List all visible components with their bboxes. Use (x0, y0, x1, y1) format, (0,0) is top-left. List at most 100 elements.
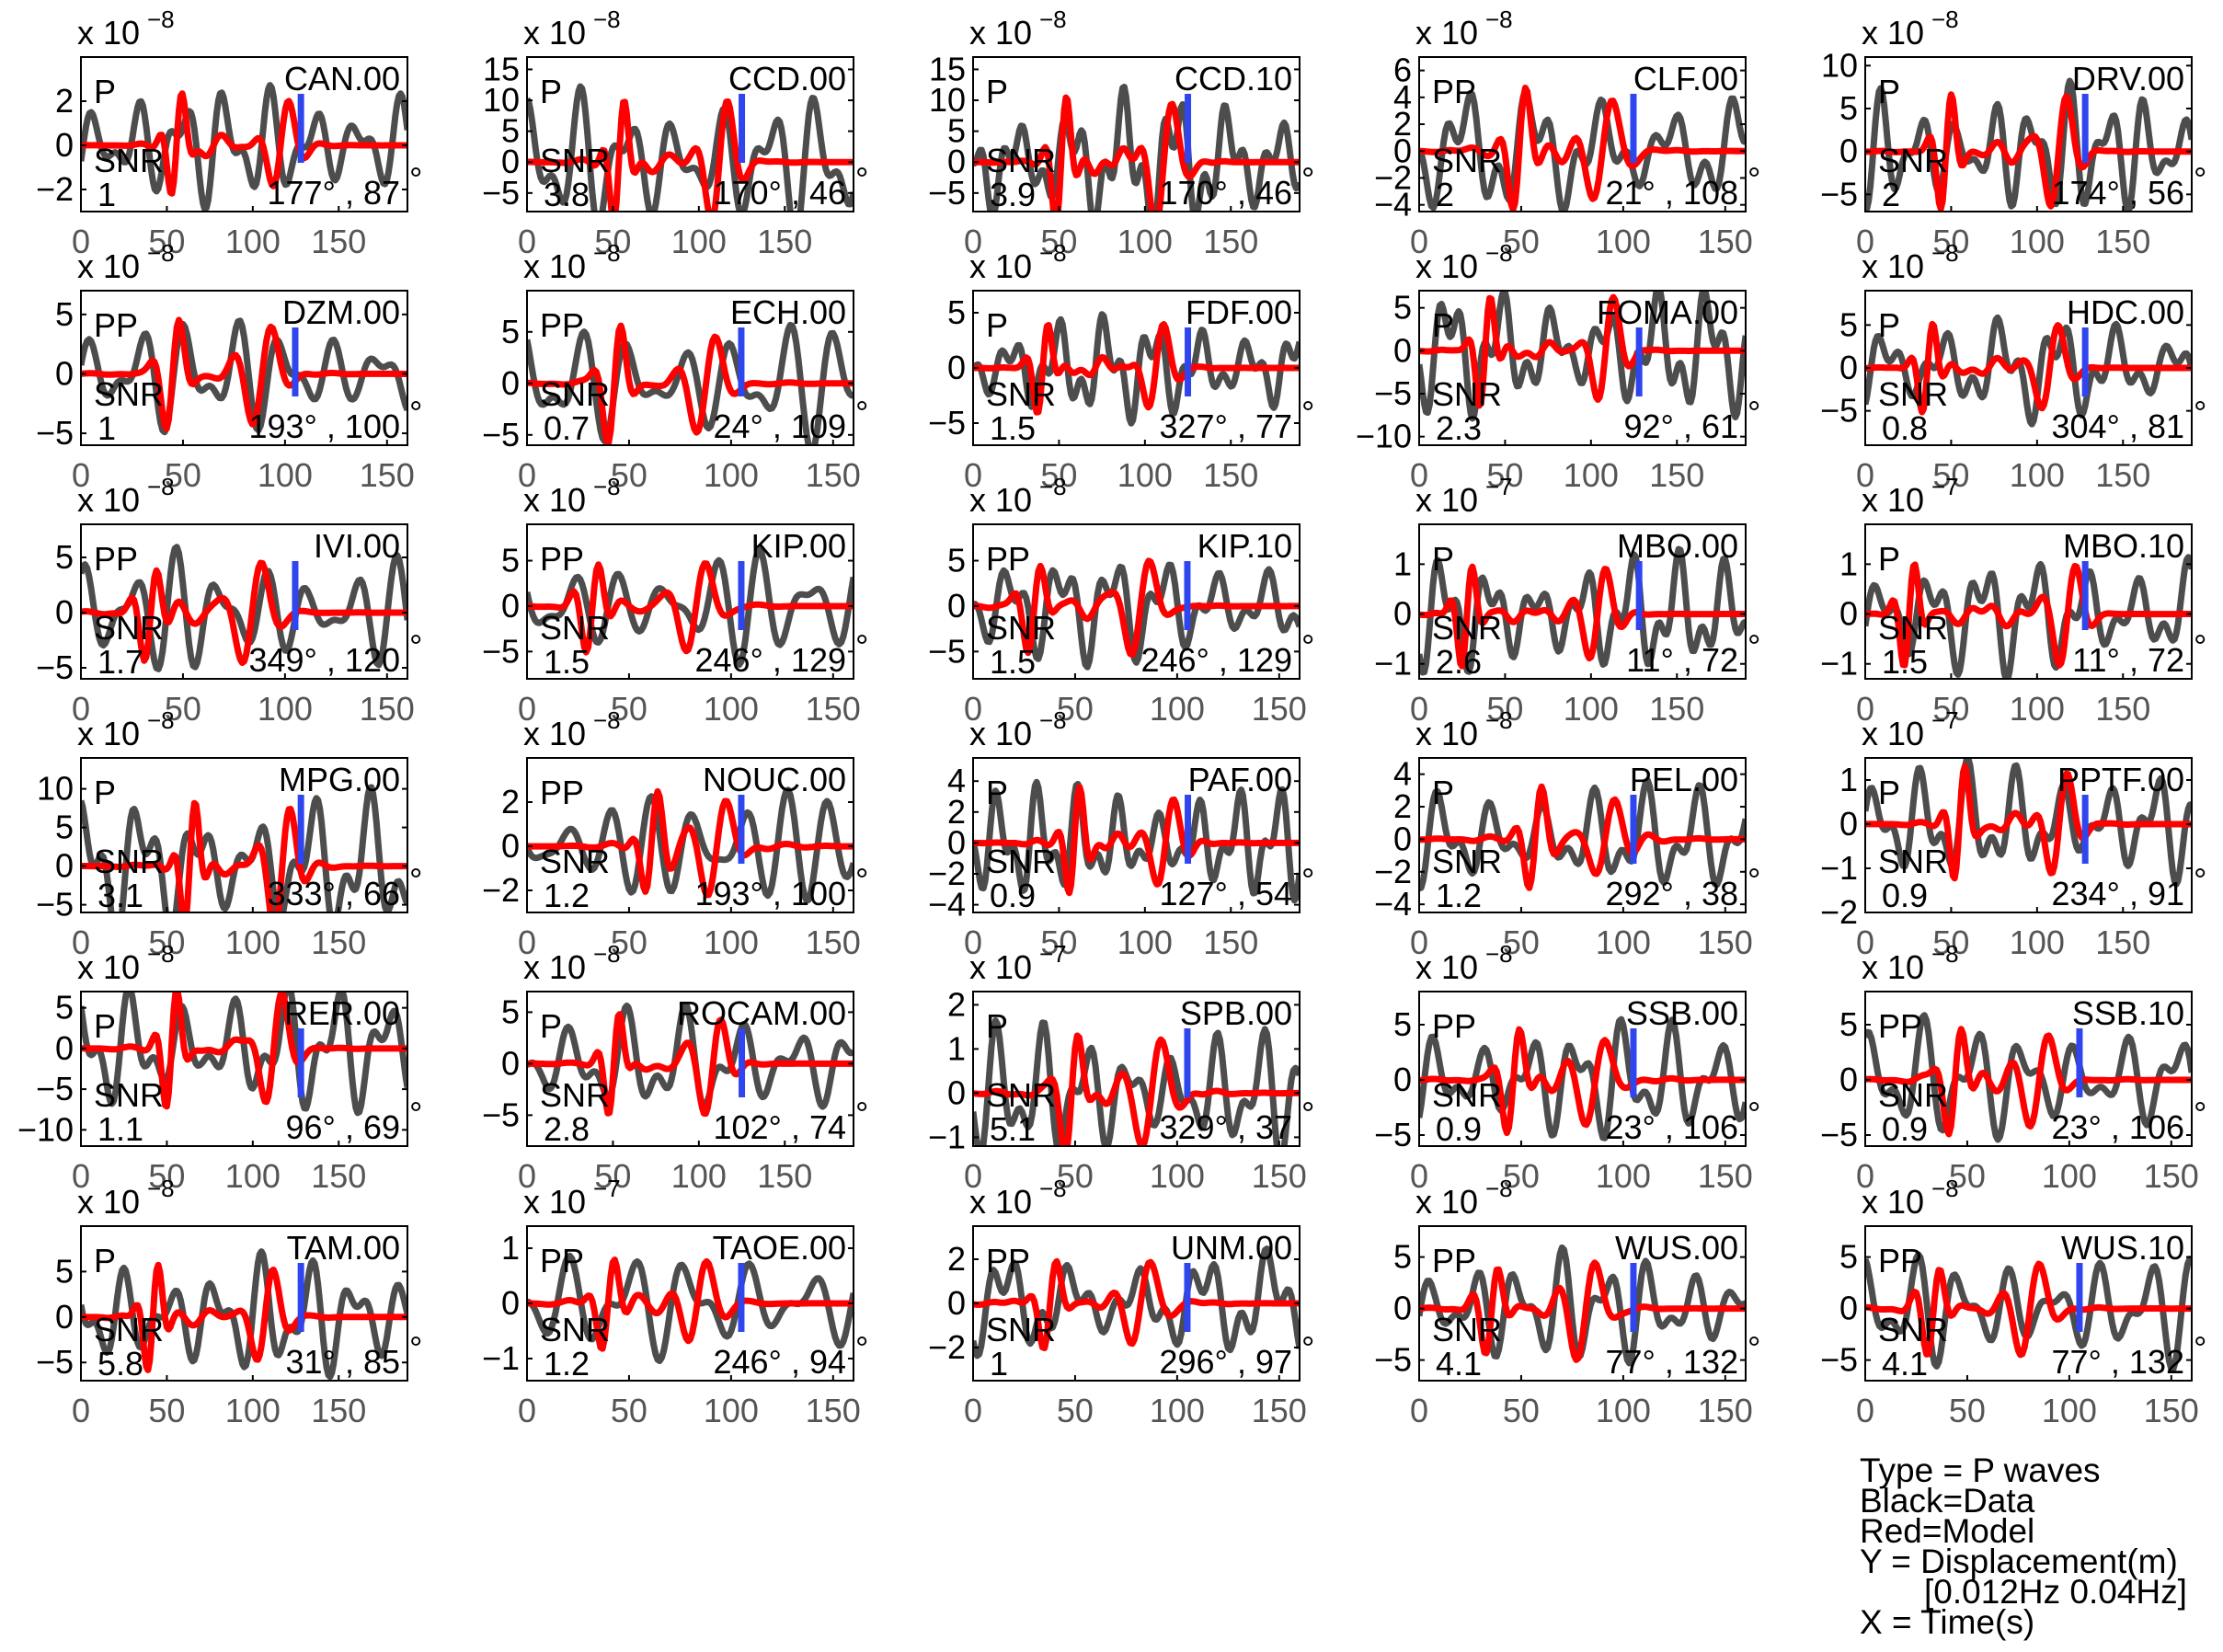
phase-label: PP (540, 540, 584, 578)
x-tick-label: 150 (2095, 690, 2150, 728)
axes-box (526, 290, 854, 446)
y-exponent-power: −8 (1931, 1175, 1959, 1202)
degree-symbol: ° (855, 1095, 868, 1132)
y-tick-label: −5 (928, 404, 966, 442)
x-tick-label: 50 (1486, 690, 1523, 728)
y-tick-label: 5 (55, 1252, 74, 1290)
y-tick-label: 5 (1393, 289, 1412, 327)
x-tick-label: 100 (1150, 1392, 1205, 1429)
data-trace (81, 1248, 407, 1381)
x-tick-label: 100 (2010, 690, 2065, 728)
x-tick-label: 50 (611, 456, 647, 494)
y-exponent-power: −7 (1485, 473, 1513, 500)
y-tick-label: −5 (36, 1343, 74, 1381)
snr-value: 3.8 (544, 176, 590, 213)
degree-symbol: ° (855, 627, 868, 665)
x-tick-label: 100 (2042, 1392, 2097, 1429)
data-trace (1865, 758, 2192, 888)
snr-value: 3.9 (990, 176, 1036, 213)
y-tick-label: 2 (947, 1240, 966, 1278)
x-tick-label: 0 (518, 456, 536, 494)
y-exponent-power: −8 (1485, 940, 1513, 968)
x-tick-label: 0 (72, 223, 90, 260)
degree-symbol: ° (2194, 1329, 2206, 1367)
degree-symbol: ° (1301, 1329, 1314, 1367)
x-tick-label: 0 (964, 456, 982, 494)
phase-label: PP (1878, 1007, 1922, 1045)
y-exponent-label: x 10 (523, 1183, 586, 1221)
y-exponent-power: −7 (1931, 706, 1959, 734)
snr-label: SNR (94, 375, 164, 413)
legend-y-axis: Y = Displacement(m) (1860, 1543, 2178, 1580)
y-exponent-label: x 10 (77, 948, 140, 986)
y-tick-label: 10 (929, 81, 966, 119)
data-trace (973, 311, 1300, 427)
degree-symbol: ° (1747, 394, 1760, 431)
x-tick-label: 150 (311, 1157, 366, 1195)
snr-value: 0.9 (1882, 1110, 1928, 1148)
y-tick-label: 0 (1393, 132, 1412, 169)
x-tick-label: 100 (2042, 1157, 2097, 1195)
snr-label: SNR (986, 142, 1056, 179)
y-tick-label: 5 (55, 809, 74, 846)
y-exponent-power: −7 (593, 1175, 621, 1202)
phase-label: P (986, 73, 1008, 110)
x-tick-label: 100 (1596, 1157, 1651, 1195)
x-tick-label: 150 (806, 1392, 861, 1429)
y-tick-label: −10 (1356, 418, 1412, 455)
y-exponent-power: −8 (147, 940, 175, 968)
y-tick-label: 0 (1393, 1290, 1412, 1327)
phase-label: P (1878, 306, 1900, 344)
y-tick-label: 0 (1393, 1061, 1412, 1098)
y-tick-label: 2 (1393, 787, 1412, 825)
snr-label: SNR (1878, 609, 1948, 647)
data-trace (527, 1001, 854, 1110)
snr-label: SNR (1878, 375, 1948, 413)
x-tick-label: 0 (1856, 456, 1874, 494)
x-tick-label: 50 (1503, 223, 1540, 260)
phase-label: PP (94, 540, 138, 578)
x-tick-label: 100 (1117, 924, 1173, 961)
model-trace (973, 1032, 1300, 1146)
azimuth-distance-label: 102° , 74 (713, 1108, 846, 1146)
data-trace (81, 784, 407, 912)
azimuth-distance-label: 329° , 37 (1159, 1108, 1292, 1146)
station-label: PPTF.00 (2057, 761, 2184, 798)
station-label: UNM.00 (1171, 1229, 1292, 1267)
data-trace (1419, 1015, 1746, 1141)
y-tick-label: 0 (1393, 331, 1412, 369)
axes-box (80, 1225, 408, 1382)
y-exponent-power: −8 (1485, 1175, 1513, 1202)
phase-label: PP (94, 306, 138, 344)
degree-symbol: ° (2194, 160, 2206, 198)
azimuth-distance-label: 234° , 91 (2051, 875, 2184, 912)
snr-label: SNR (94, 1311, 164, 1348)
x-tick-label: 100 (671, 1157, 727, 1195)
y-exponent-power: −8 (593, 940, 621, 968)
snr-label: SNR (986, 609, 1056, 647)
x-tick-label: 100 (1564, 690, 1619, 728)
y-tick-label: 1 (1839, 761, 1858, 798)
azimuth-distance-label: 177° , 87 (267, 174, 400, 212)
y-exponent-label: x 10 (77, 1183, 140, 1221)
x-tick-label: 150 (806, 690, 861, 728)
phase-label: PP (540, 774, 584, 811)
station-label: FDF.00 (1186, 293, 1292, 331)
x-tick-label: 50 (611, 1392, 647, 1429)
degree-symbol: ° (409, 627, 422, 665)
axes-box (80, 757, 408, 913)
x-tick-label: 50 (1040, 223, 1077, 260)
x-tick-label: 50 (1932, 223, 1969, 260)
model-trace (1419, 563, 1746, 670)
axes-box (526, 991, 854, 1147)
degree-symbol: ° (409, 1095, 422, 1132)
phase-label: P (94, 1007, 116, 1045)
x-tick-label: 50 (1040, 924, 1077, 961)
y-tick-label: 0 (55, 354, 74, 392)
y-exponent-label: x 10 (969, 1183, 1032, 1221)
y-tick-label: −5 (36, 886, 74, 924)
